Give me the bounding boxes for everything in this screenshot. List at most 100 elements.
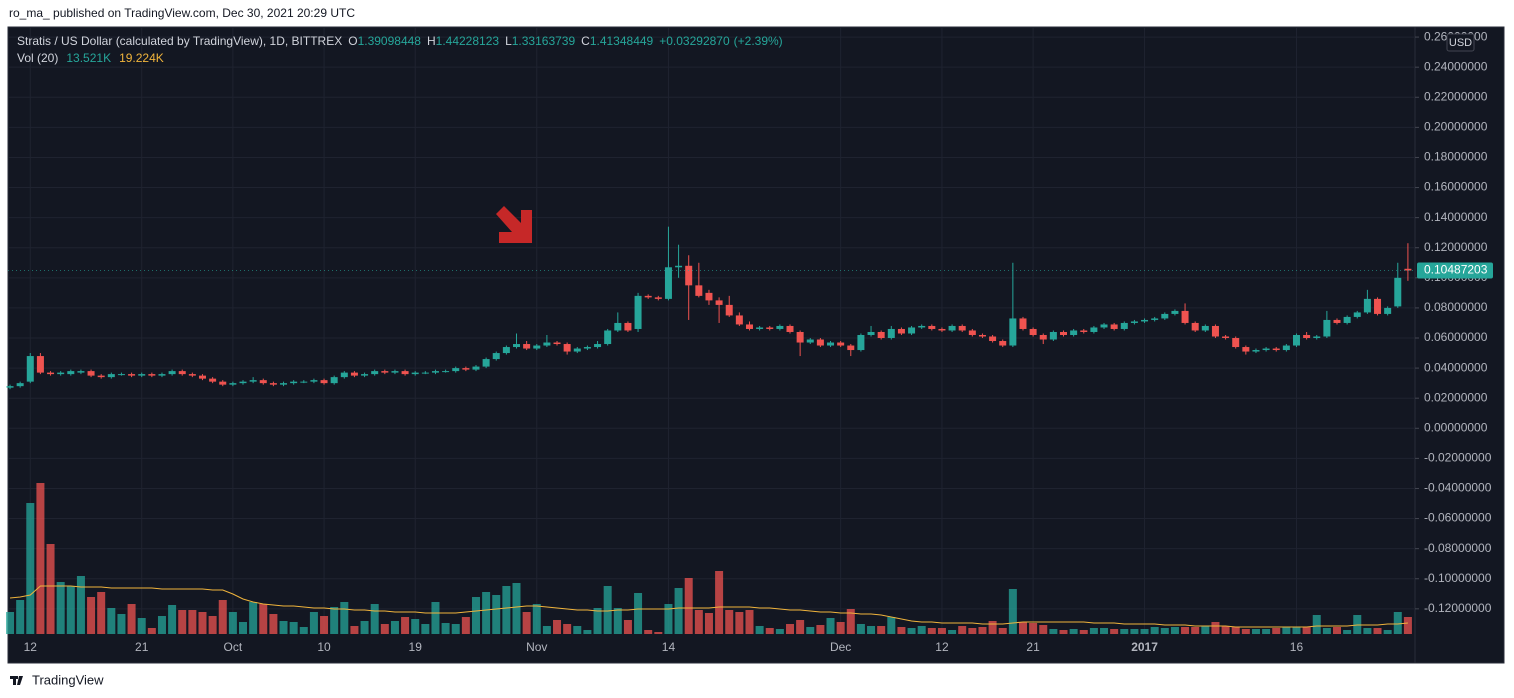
candle-body — [57, 372, 65, 375]
y-tick-label: -0.06000000 — [1424, 511, 1492, 525]
h-key: H — [427, 34, 436, 48]
candle-body — [1039, 334, 1047, 340]
candle-body — [1282, 345, 1290, 351]
x-tick-label: Dec — [830, 640, 851, 654]
last-price-tag — [1417, 262, 1493, 279]
volume-bar — [208, 616, 217, 634]
volume-bar — [259, 604, 268, 634]
candle-body — [1009, 318, 1017, 346]
volume-bar — [634, 593, 643, 634]
candle-body — [1292, 334, 1300, 346]
volume-bar — [583, 630, 592, 634]
candle-body — [442, 371, 450, 373]
volume-bar — [816, 625, 825, 634]
volume-bar — [1160, 628, 1169, 634]
y-tick-label: 0.20000000 — [1424, 120, 1488, 134]
candle-body — [462, 368, 470, 370]
candle-body — [502, 347, 510, 354]
candle-body — [16, 383, 24, 387]
candle-body — [837, 342, 845, 346]
volume-bar — [684, 578, 693, 634]
candle-body — [492, 353, 500, 360]
candle-body — [239, 381, 247, 384]
candle-body — [168, 371, 176, 375]
candle-body — [431, 371, 439, 373]
candle-body — [634, 295, 642, 329]
candle-body — [1100, 324, 1108, 328]
volume-bar — [856, 624, 865, 634]
candle-body — [827, 342, 835, 346]
change: +0.03292870 — [659, 34, 730, 48]
volume-bar — [1170, 627, 1179, 634]
candle-body — [999, 341, 1007, 346]
volume-bar — [6, 612, 15, 634]
volume-bar — [380, 624, 389, 634]
volume-bar — [1262, 629, 1271, 634]
change-pct: (+2.39%) — [734, 34, 783, 48]
candle-body — [411, 372, 419, 375]
volume-bar — [725, 610, 734, 634]
volume-bar — [937, 628, 946, 634]
candle-body — [1049, 331, 1057, 340]
candle-body — [371, 371, 379, 375]
candle-body — [320, 380, 328, 384]
volume-bar — [806, 627, 815, 634]
candle-body — [695, 285, 703, 296]
candle-body — [97, 375, 105, 378]
volume-bar — [1251, 629, 1260, 634]
x-tick-label: 19 — [409, 640, 423, 654]
candle-body — [391, 371, 399, 373]
candle-body — [624, 322, 632, 331]
volume-bar — [330, 607, 339, 634]
candle-body — [877, 331, 885, 339]
volume-bar — [897, 627, 906, 634]
currency[interactable]: USD — [1449, 37, 1472, 49]
candle-body — [725, 304, 733, 316]
volume-bar — [988, 621, 997, 634]
candle-body — [675, 265, 683, 268]
volume-bar — [694, 610, 703, 634]
currency-box[interactable] — [1446, 33, 1475, 52]
volume-bar — [1089, 628, 1098, 634]
legend-title: Stratis / US Dollar (calculated by Tradi… — [17, 34, 783, 48]
volume-bar — [1231, 627, 1240, 634]
volume-bar — [461, 617, 470, 634]
volume-bar — [867, 626, 876, 634]
volume-bar — [836, 622, 845, 634]
volume-bar — [279, 621, 288, 634]
candle-body — [290, 381, 298, 384]
candle-body — [918, 325, 926, 328]
candle-body — [87, 371, 95, 376]
candle-body — [361, 374, 369, 376]
symbol: Stratis / US Dollar (calculated by Tradi… — [17, 34, 342, 48]
x-tick-label: 16 — [1290, 640, 1304, 654]
candle-body — [310, 380, 318, 382]
candle-body — [735, 315, 743, 325]
volume-bar — [715, 571, 724, 634]
candle-body — [401, 371, 409, 375]
candle-body — [614, 322, 622, 331]
l-value: 1.33163739 — [512, 34, 576, 48]
candle-body — [1130, 321, 1138, 323]
y-tick-label: 0.16000000 — [1424, 180, 1488, 194]
volume-bar — [76, 576, 85, 634]
volume-bar — [1403, 617, 1412, 634]
candle-body — [573, 348, 581, 352]
volume-bar — [370, 604, 379, 634]
candle-body — [1060, 331, 1068, 335]
y-tick-label: 0.00000000 — [1424, 420, 1488, 434]
volume-bar — [401, 617, 410, 634]
volume-legend: Vol (20) 13.521K 19.224K — [17, 51, 164, 65]
candle-body — [1141, 319, 1149, 322]
volume-bar — [522, 612, 531, 634]
candle-body — [867, 331, 875, 335]
volume-bar — [492, 595, 501, 634]
volume-bar — [482, 592, 491, 634]
candle-body — [1191, 322, 1199, 331]
candle-body — [745, 324, 753, 329]
volume-bar — [1140, 629, 1149, 634]
candle-body — [1171, 310, 1179, 314]
y-tick-label: 0.04000000 — [1424, 360, 1488, 374]
volume-bar — [1272, 628, 1281, 634]
